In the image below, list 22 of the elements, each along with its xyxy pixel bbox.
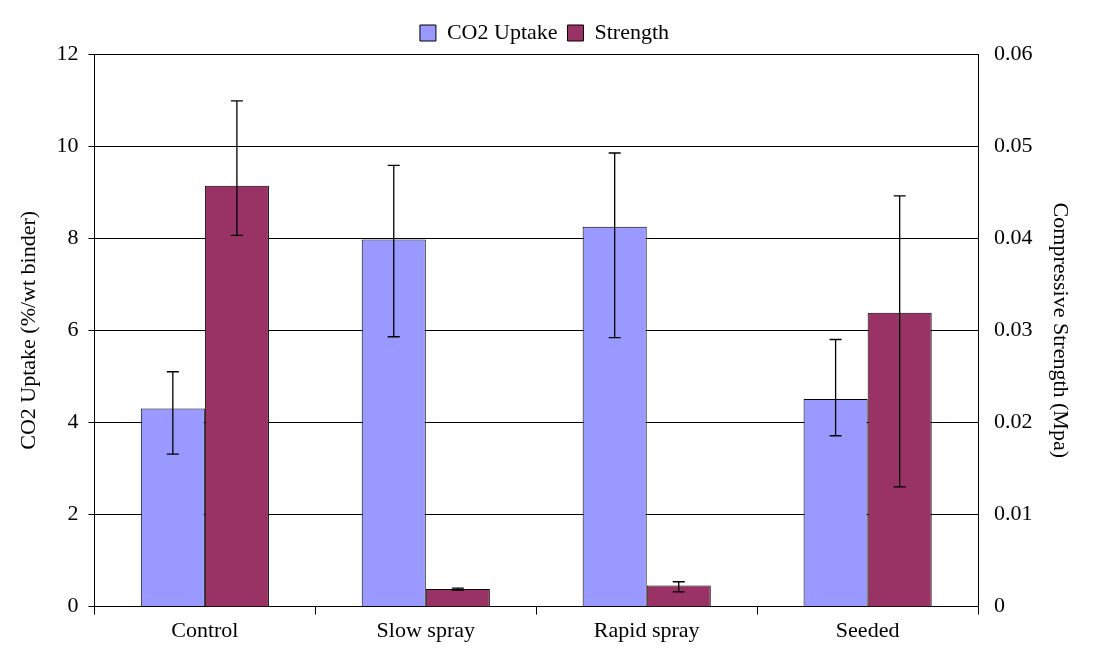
y-tick-label: 2 [67,500,79,526]
y-tick-label: 8 [67,223,79,249]
x-tick-label: Rapid spray [593,616,700,642]
y-tick-label: 10 [56,131,79,157]
y2-tick-label: 0.05 [994,131,1033,157]
y2-axis-title: Compressive Strength (Mpa) [1049,202,1075,458]
y2-tick-label: 0.01 [994,500,1033,526]
y2-tick-label: 0.04 [994,223,1033,249]
y-tick-label: 4 [67,408,79,434]
y-tick-label: 0 [67,592,79,618]
x-tick-label: Seeded [835,616,900,642]
y2-tick-label: 0.03 [994,316,1033,342]
y2-tick-label: 0.06 [994,39,1033,65]
legend-label: Strength [594,18,670,44]
x-tick-label: Slow spray [376,616,475,642]
y-tick-label: 6 [67,316,79,342]
y2-tick-label: 0 [994,592,1006,618]
x-tick-label: Control [171,616,239,642]
y-tick-label: 12 [56,39,79,65]
y-axis-title: CO2 Uptake (%/wt binder) [14,210,40,450]
y2-tick-label: 0.02 [994,408,1033,434]
legend-label: CO2 Uptake [446,18,558,44]
